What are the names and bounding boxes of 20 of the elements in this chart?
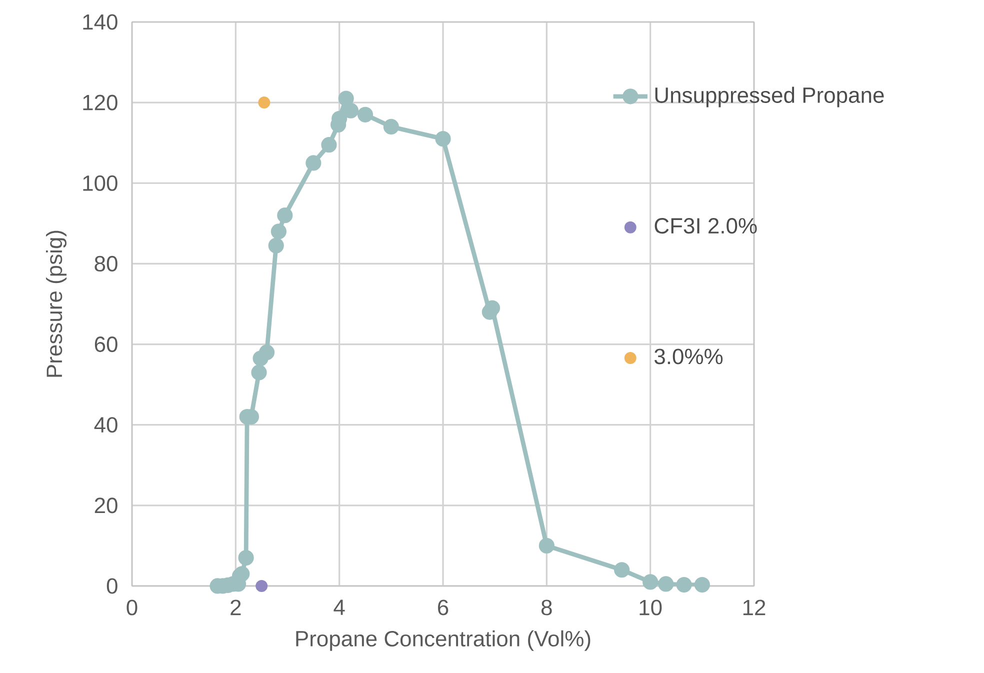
legend-label: 3.0%%: [654, 348, 723, 364]
y-axis-title: Pressure (psig): [46, 230, 66, 377]
x-tick-label: 6: [438, 600, 448, 616]
y-tick-label: 140: [83, 14, 118, 30]
y-tick-label: 80: [94, 256, 118, 272]
y-tick-label: 100: [83, 175, 118, 191]
legend-label: CF3I 2.0%: [654, 218, 757, 234]
legend-label: Unsuppressed Propane: [655, 86, 884, 108]
x-tick-label: 4: [334, 600, 345, 615]
x-axis-title: Propane Concentration (Vol%): [296, 630, 590, 651]
x-tick-label: 2: [230, 600, 241, 616]
x-tick-label: 10: [640, 600, 662, 616]
x-tick-label: 8: [541, 600, 552, 616]
y-tick-label: 60: [94, 336, 118, 352]
y-tick-label: 0: [106, 578, 118, 594]
y-tick-label: 120: [83, 94, 118, 110]
y-tick-label: 20: [94, 498, 118, 514]
y-tick-label: 40: [94, 417, 118, 433]
x-tick-label: 12: [743, 600, 766, 616]
x-tick-label: 0: [126, 600, 138, 616]
